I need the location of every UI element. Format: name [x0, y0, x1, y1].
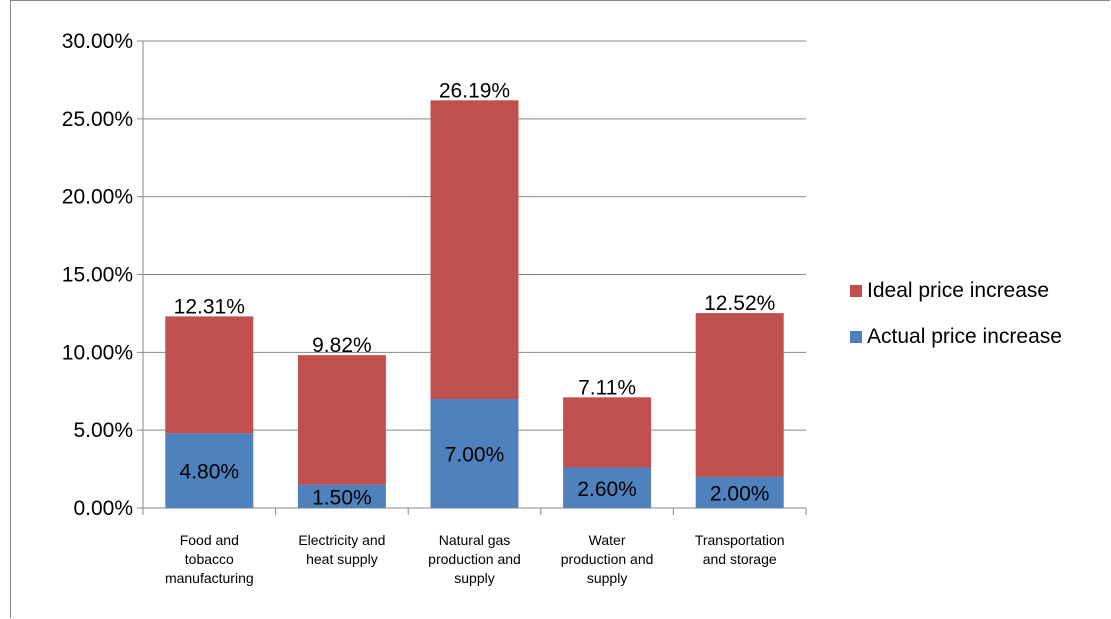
legend: Ideal price increase Actual price increas… — [850, 279, 1062, 348]
legend-swatch — [850, 331, 862, 343]
x-category-label: Water production and supply — [561, 532, 654, 586]
actual-value-label: 2.60% — [577, 478, 637, 501]
chart-frame — [10, 0, 1110, 618]
actual-value-label: 7.00% — [445, 444, 505, 467]
y-tick-label: 5.00% — [73, 419, 133, 442]
bar-actual — [297, 484, 386, 508]
bar-actual — [430, 399, 519, 508]
bar-ideal — [165, 316, 254, 434]
bars — [165, 100, 784, 508]
total-value-label: 12.31% — [174, 295, 245, 318]
total-value-label: 12.52% — [704, 292, 775, 315]
bar-ideal — [430, 100, 519, 400]
x-category-label: Transportation and storage — [695, 532, 785, 567]
x-category-label: Food and tobacco manufacturing — [165, 532, 254, 586]
actual-value-label: 4.80% — [180, 461, 240, 484]
bar-ideal — [297, 355, 386, 485]
y-tick-label: 30.00% — [62, 30, 133, 53]
actual-value-label: 1.50% — [312, 486, 372, 509]
x-category-label: Electricity and heat supply — [298, 532, 385, 567]
total-value-label: 7.11% — [578, 376, 636, 399]
bar-ideal — [563, 397, 652, 468]
legend-label: Actual price increase — [867, 325, 1062, 348]
actual-value-label: 2.00% — [710, 482, 770, 505]
total-value-label: 26.19% — [439, 79, 510, 102]
axes: 0.00% 5.00% 10.00% 15.00% 20.00% 25.00% 30.00%… — [62, 30, 807, 586]
y-tick-label: 15.00% — [62, 264, 133, 287]
y-tick-label: 0.00% — [73, 497, 133, 520]
bar-actual — [695, 476, 784, 508]
data-labels: 4.80% 12.31% 1.50% 9.82% 7.00% 26.19% 2.60% 7.1… — [174, 79, 776, 509]
bar-ideal — [695, 313, 784, 477]
total-value-label: 9.82% — [312, 334, 372, 357]
bar-actual — [165, 433, 254, 508]
legend-swatch — [850, 285, 862, 297]
bar-actual — [563, 467, 652, 508]
x-category-label: Natural gas production and supply — [428, 532, 521, 586]
y-tick-label: 25.00% — [62, 108, 133, 131]
y-tick-label: 10.00% — [62, 341, 133, 364]
legend-label: Ideal price increase — [867, 279, 1049, 302]
y-tick-label: 20.00% — [62, 186, 133, 209]
